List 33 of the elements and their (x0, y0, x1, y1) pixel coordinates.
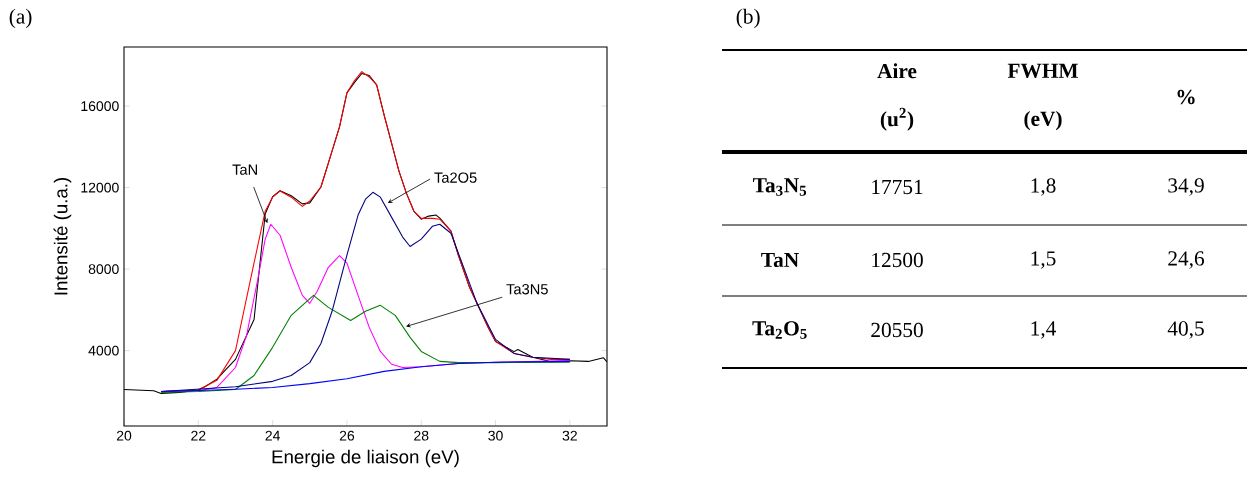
x-tick-label: 20 (116, 430, 132, 441)
text: % (1177, 89, 1195, 105)
text: 34,9 (1168, 178, 1204, 196)
text: 12500 (872, 252, 923, 268)
x-tick-label: 22 (191, 430, 206, 441)
annotation: Ta3N5 (506, 284, 548, 295)
y-tick-label: 4000 (88, 345, 119, 356)
annotation: Ta2O5 (434, 172, 477, 183)
y-tick-label: 12000 (81, 182, 119, 193)
x-tick-label: 24 (265, 430, 280, 441)
y-axis-title: Intensité (u.a.) (53, 178, 72, 295)
text: Aire (u$^{2}$) (877, 63, 917, 131)
annotation: TaN (232, 164, 257, 175)
x-axis-title: Energie de liaison (eV) (272, 449, 459, 468)
x-tick-label: 30 (488, 430, 503, 441)
x-tick-label: 26 (339, 430, 355, 441)
y-tick-label: 16000 (81, 101, 119, 112)
y-tick-label: 8000 (88, 264, 119, 275)
text: 20550 (871, 322, 923, 338)
text: (b) (736, 8, 760, 29)
text: Ta$_{2}$O$_{5}$ (752, 321, 807, 339)
text: 1,4 (1031, 321, 1056, 339)
text: 1,5 (1031, 251, 1056, 269)
text: FWHM (eV) (1007, 63, 1078, 131)
chart-title: (a) (9, 8, 32, 29)
x-tick-label: 28 (414, 430, 429, 441)
text: 17751 (872, 179, 923, 195)
text: 40,5 (1167, 321, 1204, 339)
x-tick-label: 32 (562, 430, 577, 441)
text: TaN (761, 252, 799, 268)
text: Ta$_{3}$N$_{5}$ (753, 178, 807, 196)
text: 24,6 (1168, 251, 1205, 269)
text: 1,8 (1031, 178, 1056, 196)
